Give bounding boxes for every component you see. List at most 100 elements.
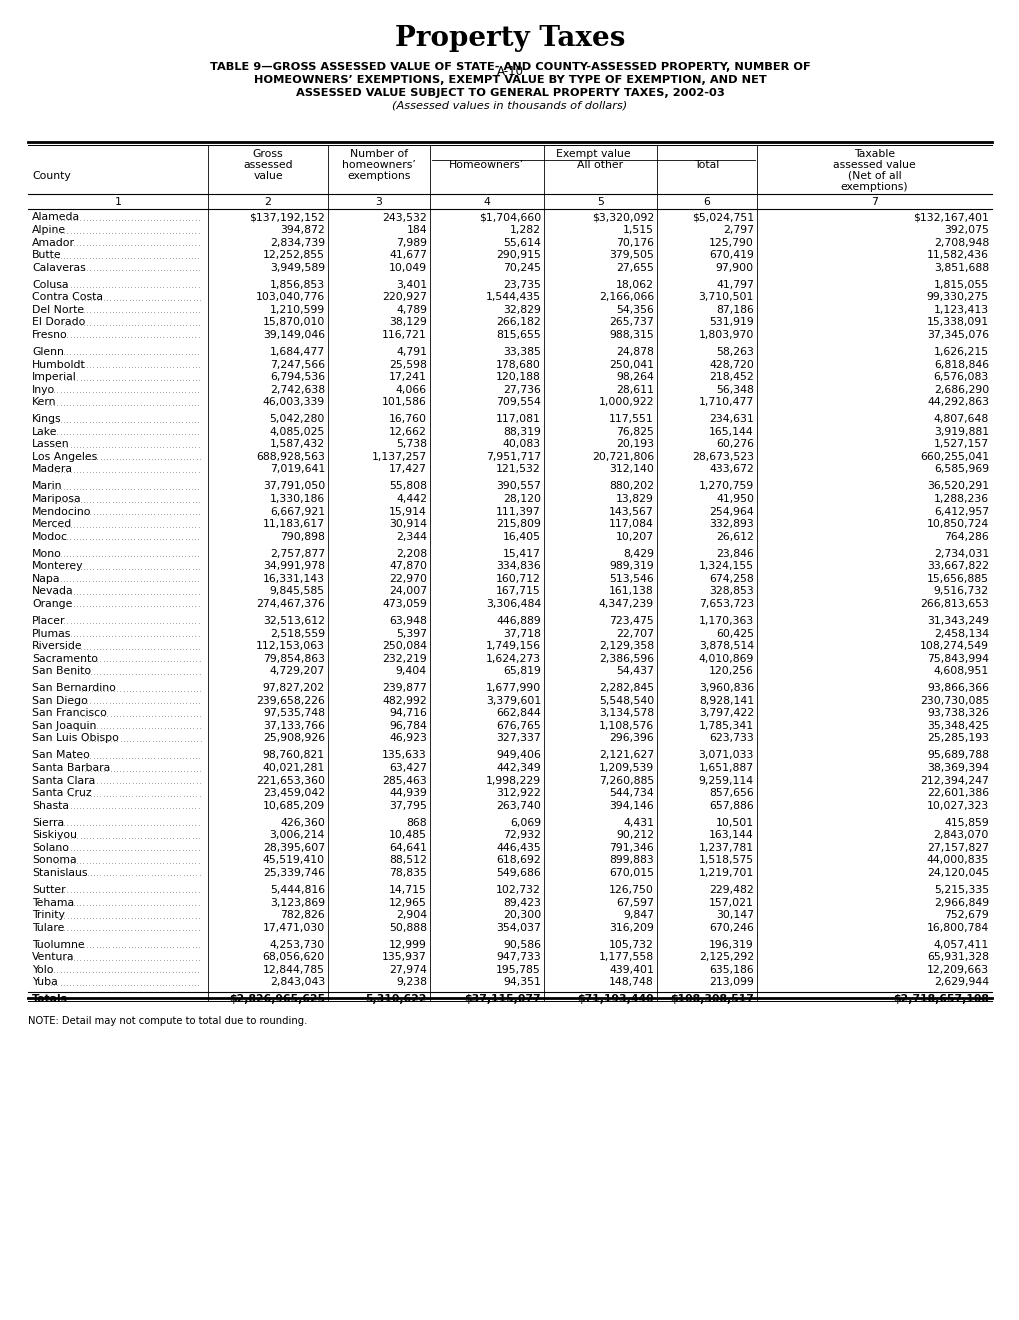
Text: 90,586: 90,586 bbox=[502, 940, 540, 949]
Text: Yolo: Yolo bbox=[32, 965, 53, 974]
Text: 266,182: 266,182 bbox=[496, 317, 540, 327]
Text: 88,512: 88,512 bbox=[388, 855, 427, 866]
Text: 1,684,477: 1,684,477 bbox=[270, 347, 325, 356]
Text: 111,397: 111,397 bbox=[496, 507, 540, 516]
Text: 47,870: 47,870 bbox=[388, 561, 427, 572]
Text: Merced: Merced bbox=[32, 519, 72, 529]
Text: 70,176: 70,176 bbox=[615, 238, 653, 248]
Text: 3,379,601: 3,379,601 bbox=[485, 696, 540, 706]
Text: 3,134,578: 3,134,578 bbox=[598, 709, 653, 718]
Text: 20,300: 20,300 bbox=[502, 909, 540, 920]
Text: 6,576,083: 6,576,083 bbox=[932, 372, 988, 381]
Text: 35,348,425: 35,348,425 bbox=[926, 721, 988, 731]
Text: 1,210,599: 1,210,599 bbox=[269, 305, 325, 315]
Text: 415,859: 415,859 bbox=[944, 818, 988, 828]
Text: 15,338,091: 15,338,091 bbox=[926, 317, 988, 327]
Text: Orange: Orange bbox=[32, 599, 72, 609]
Text: San Diego: San Diego bbox=[32, 696, 88, 706]
Text: 97,900: 97,900 bbox=[715, 263, 753, 273]
Text: 439,401: 439,401 bbox=[608, 965, 653, 974]
Text: 815,655: 815,655 bbox=[496, 330, 540, 341]
Text: 178,680: 178,680 bbox=[495, 359, 540, 370]
Text: Trinity: Trinity bbox=[32, 909, 65, 920]
Text: 230,730,085: 230,730,085 bbox=[919, 696, 988, 706]
Text: 5,215,335: 5,215,335 bbox=[933, 884, 988, 895]
Text: Del Norte: Del Norte bbox=[32, 305, 84, 315]
Text: ASSESSED VALUE SUBJECT TO GENERAL PROPERTY TAXES, 2002-03: ASSESSED VALUE SUBJECT TO GENERAL PROPER… bbox=[296, 88, 723, 98]
Text: 24,120,045: 24,120,045 bbox=[926, 869, 988, 878]
Text: 30,147: 30,147 bbox=[715, 909, 753, 920]
Text: 1,803,970: 1,803,970 bbox=[698, 330, 753, 341]
Text: 28,395,607: 28,395,607 bbox=[263, 843, 325, 853]
Text: 332,893: 332,893 bbox=[708, 519, 753, 529]
Text: 101,586: 101,586 bbox=[382, 397, 427, 407]
Text: assessed: assessed bbox=[243, 160, 292, 170]
Text: 1,544,435: 1,544,435 bbox=[485, 292, 540, 302]
Text: 6,794,536: 6,794,536 bbox=[270, 372, 325, 381]
Text: 7: 7 bbox=[870, 197, 877, 207]
Text: 15,914: 15,914 bbox=[388, 507, 427, 516]
Text: 6,667,921: 6,667,921 bbox=[270, 507, 325, 516]
Text: 2,629,944: 2,629,944 bbox=[933, 977, 988, 987]
Text: 55,808: 55,808 bbox=[388, 482, 427, 491]
Text: 3,123,869: 3,123,869 bbox=[270, 898, 325, 908]
Text: 97,827,202: 97,827,202 bbox=[263, 684, 325, 693]
Text: 752,679: 752,679 bbox=[944, 909, 988, 920]
Text: $108,308,517: $108,308,517 bbox=[669, 994, 753, 1005]
Text: Kern: Kern bbox=[32, 397, 56, 407]
Text: Solano: Solano bbox=[32, 843, 69, 853]
Text: 135,633: 135,633 bbox=[382, 751, 427, 760]
Text: Glenn: Glenn bbox=[32, 347, 64, 356]
Text: 220,927: 220,927 bbox=[382, 292, 427, 302]
Text: Property Taxes: Property Taxes bbox=[394, 25, 625, 51]
Text: 2,386,596: 2,386,596 bbox=[598, 653, 653, 664]
Text: 94,351: 94,351 bbox=[502, 977, 540, 987]
Text: 868: 868 bbox=[406, 818, 427, 828]
Text: Mono: Mono bbox=[32, 549, 62, 558]
Text: Ventura: Ventura bbox=[32, 952, 74, 962]
Text: 234,631: 234,631 bbox=[708, 414, 753, 424]
Text: 98,264: 98,264 bbox=[615, 372, 653, 381]
Text: 394,146: 394,146 bbox=[608, 801, 653, 810]
Text: 312,922: 312,922 bbox=[496, 788, 540, 799]
Text: 549,686: 549,686 bbox=[496, 869, 540, 878]
Text: 2,966,849: 2,966,849 bbox=[933, 898, 988, 908]
Text: 6,585,969: 6,585,969 bbox=[933, 465, 988, 474]
Text: 213,099: 213,099 bbox=[708, 977, 753, 987]
Text: 4,442: 4,442 bbox=[395, 494, 427, 504]
Text: 41,677: 41,677 bbox=[388, 251, 427, 260]
Text: Sierra: Sierra bbox=[32, 818, 64, 828]
Text: Tulare: Tulare bbox=[32, 923, 64, 933]
Text: Taxable: Taxable bbox=[853, 149, 895, 158]
Text: 3,878,514: 3,878,514 bbox=[698, 642, 753, 651]
Text: 6: 6 bbox=[703, 197, 710, 207]
Text: 2,904: 2,904 bbox=[395, 909, 427, 920]
Text: 2,518,559: 2,518,559 bbox=[270, 628, 325, 639]
Text: exemptions): exemptions) bbox=[840, 182, 908, 191]
Text: 3,006,214: 3,006,214 bbox=[269, 830, 325, 841]
Text: Humboldt: Humboldt bbox=[32, 359, 86, 370]
Text: $2,718,657,108: $2,718,657,108 bbox=[893, 994, 988, 1005]
Text: 76,825: 76,825 bbox=[615, 426, 653, 437]
Text: El Dorado: El Dorado bbox=[32, 317, 86, 327]
Text: 26,612: 26,612 bbox=[715, 532, 753, 541]
Text: 72,932: 72,932 bbox=[502, 830, 540, 841]
Text: Totals: Totals bbox=[32, 994, 68, 1005]
Text: $1,704,660: $1,704,660 bbox=[478, 213, 540, 223]
Text: 32,829: 32,829 bbox=[502, 305, 540, 315]
Text: 22,970: 22,970 bbox=[388, 574, 427, 583]
Text: 2,125,292: 2,125,292 bbox=[698, 952, 753, 962]
Text: San Luis Obispo: San Luis Obispo bbox=[32, 734, 119, 743]
Text: 1,587,432: 1,587,432 bbox=[270, 440, 325, 449]
Text: 482,992: 482,992 bbox=[382, 696, 427, 706]
Text: 2,121,627: 2,121,627 bbox=[598, 751, 653, 760]
Text: 39,149,046: 39,149,046 bbox=[263, 330, 325, 341]
Text: 1,177,558: 1,177,558 bbox=[598, 952, 653, 962]
Text: 28,611: 28,611 bbox=[615, 384, 653, 395]
Text: 70,245: 70,245 bbox=[502, 263, 540, 273]
Text: 1,282: 1,282 bbox=[510, 224, 540, 235]
Text: Sacramento: Sacramento bbox=[32, 653, 98, 664]
Text: 108,274,549: 108,274,549 bbox=[919, 642, 988, 651]
Text: 312,140: 312,140 bbox=[608, 465, 653, 474]
Text: 55,614: 55,614 bbox=[502, 238, 540, 248]
